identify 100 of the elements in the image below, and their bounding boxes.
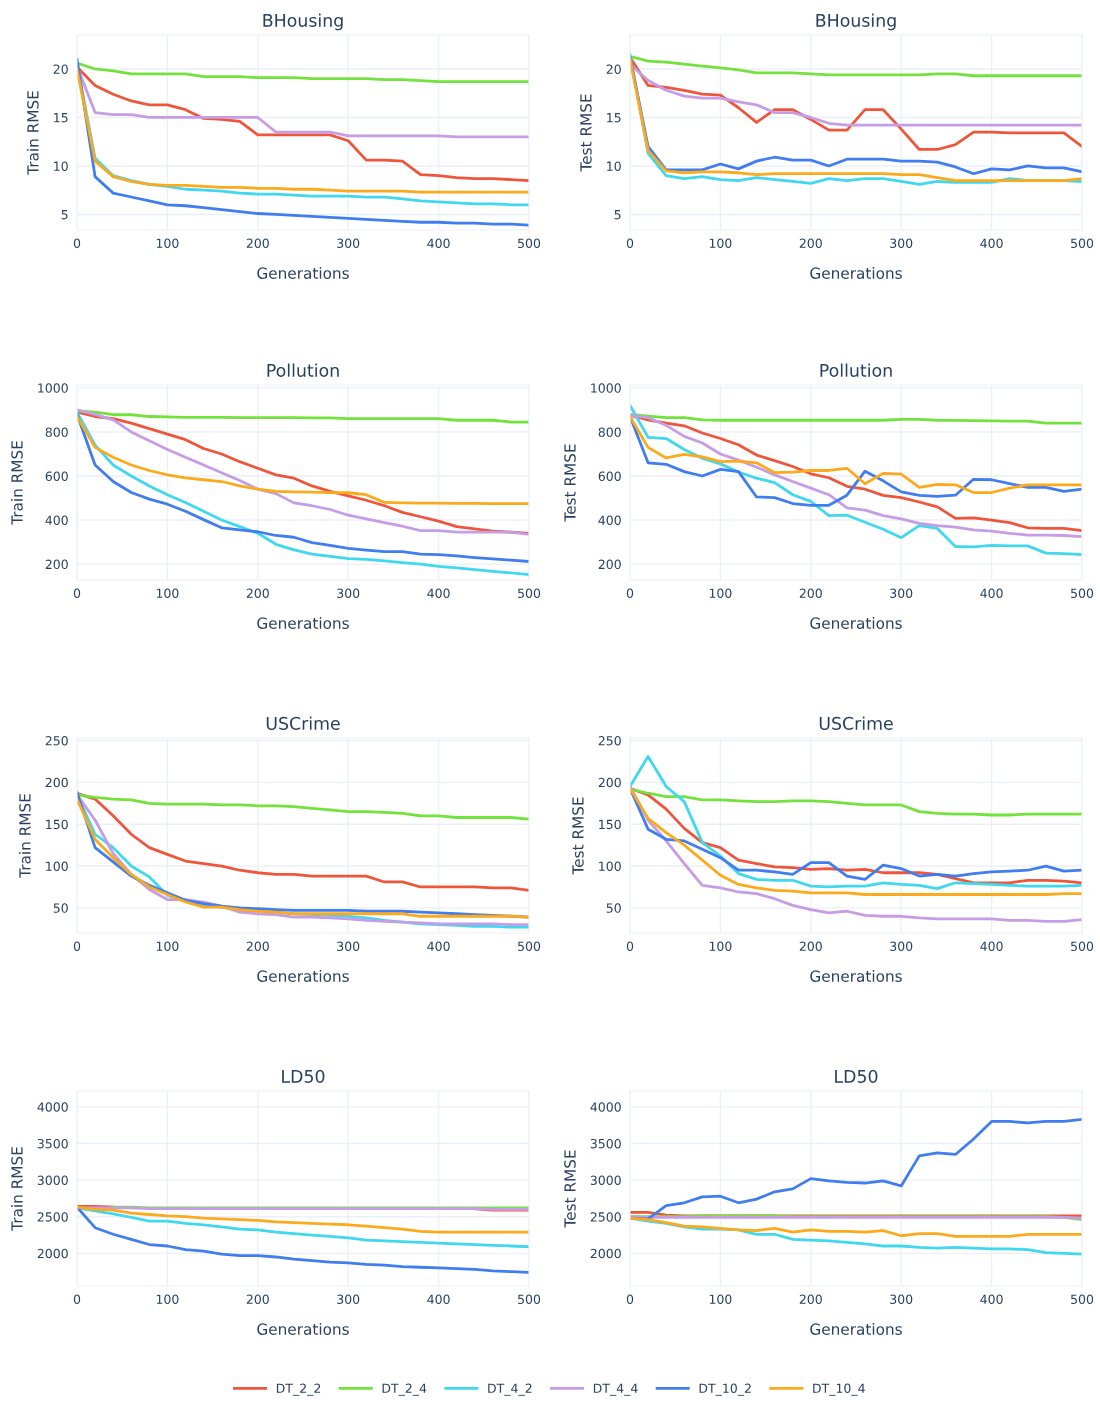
x-tick-label: 400 bbox=[427, 588, 450, 599]
y-axis-title: Train RMSE bbox=[10, 1147, 23, 1231]
y-tick-label: 2000 bbox=[37, 1248, 68, 1259]
y-tick-label: 50 bbox=[53, 903, 68, 913]
line-series bbox=[77, 415, 529, 505]
x-axis-title: Generations bbox=[257, 267, 349, 279]
y-tick-label: 200 bbox=[45, 559, 68, 570]
x-tick-label: 500 bbox=[1071, 941, 1094, 952]
x-tick-label: 100 bbox=[709, 588, 732, 599]
x-axis-title: Generations bbox=[810, 1323, 902, 1335]
y-tick-label: 250 bbox=[45, 735, 68, 746]
x-tick-label: 400 bbox=[980, 1294, 1003, 1305]
y-tick-label: 150 bbox=[599, 819, 621, 830]
x-tick-label: 0 bbox=[626, 588, 634, 599]
y-tick-label: 5 bbox=[61, 210, 68, 220]
y-tick-label: 600 bbox=[45, 471, 68, 481]
x-tick-label: 100 bbox=[709, 941, 732, 952]
legend-label: DT_2_2 bbox=[276, 1383, 321, 1396]
chart-title: Pollution bbox=[820, 363, 892, 377]
x-tick-label: 100 bbox=[156, 588, 179, 599]
y-axis-title: Test RMSE bbox=[564, 1150, 576, 1228]
y-tick-label: 10 bbox=[54, 161, 68, 171]
x-tick-label: 100 bbox=[156, 238, 179, 249]
y-tick-label: 15 bbox=[54, 113, 68, 123]
x-tick-label: 200 bbox=[799, 1294, 822, 1305]
y-axis-title: Test RMSE bbox=[564, 444, 576, 522]
x-axis-title: Generations bbox=[257, 970, 349, 982]
y-tick-label: 2500 bbox=[590, 1212, 621, 1222]
y-tick-label: 150 bbox=[46, 819, 68, 830]
y-tick-label: 400 bbox=[598, 515, 621, 525]
y-tick-label: 50 bbox=[606, 903, 621, 913]
y-axis-title: Train RMSE bbox=[18, 794, 31, 878]
y-tick-label: 800 bbox=[598, 427, 621, 437]
y-tick-label: 4000 bbox=[37, 1102, 68, 1112]
chart-title: LD50 bbox=[282, 1069, 325, 1083]
line-series bbox=[77, 793, 529, 821]
x-tick-label: 0 bbox=[73, 941, 81, 952]
x-tick-label: 400 bbox=[980, 941, 1003, 952]
y-tick-label: 1000 bbox=[38, 383, 68, 393]
x-tick-label: 0 bbox=[73, 1294, 81, 1305]
x-tick-label: 500 bbox=[518, 1294, 541, 1305]
legend-label: DT_4_4 bbox=[593, 1383, 638, 1396]
y-tick-label: 100 bbox=[46, 861, 68, 871]
x-tick-label: 0 bbox=[626, 941, 634, 952]
y-axis-title: Train RMSE bbox=[10, 441, 23, 525]
line-series bbox=[630, 787, 1082, 817]
x-tick-label: 200 bbox=[246, 588, 269, 599]
x-tick-label: 0 bbox=[73, 588, 81, 599]
y-tick-label: 600 bbox=[598, 471, 621, 481]
x-tick-label: 200 bbox=[246, 1294, 269, 1305]
chart-title: USCrime bbox=[819, 716, 893, 730]
x-axis-title: Generations bbox=[257, 617, 349, 629]
x-tick-label: 200 bbox=[799, 238, 822, 249]
x-tick-label: 500 bbox=[518, 238, 541, 249]
x-tick-label: 200 bbox=[246, 941, 269, 952]
y-tick-label: 100 bbox=[599, 861, 621, 871]
chart-title: Pollution bbox=[267, 363, 339, 377]
y-tick-label: 200 bbox=[598, 559, 621, 570]
line-series bbox=[630, 785, 1082, 923]
line-series bbox=[630, 62, 1082, 127]
line-series bbox=[77, 61, 529, 83]
legend-label: DT_4_2 bbox=[488, 1383, 532, 1396]
x-tick-label: 300 bbox=[890, 588, 913, 599]
x-tick-label: 300 bbox=[337, 1294, 360, 1305]
y-axis-title: Test RMSE bbox=[580, 94, 592, 172]
x-tick-label: 400 bbox=[427, 941, 450, 952]
x-axis-title: Generations bbox=[810, 267, 902, 279]
y-tick-label: 3500 bbox=[590, 1138, 621, 1149]
x-tick-label: 0 bbox=[73, 238, 81, 249]
x-tick-label: 500 bbox=[1071, 1294, 1094, 1305]
y-tick-label: 5 bbox=[614, 210, 621, 220]
y-tick-label: 3000 bbox=[590, 1175, 621, 1185]
y-tick-label: 800 bbox=[45, 427, 68, 437]
y-tick-label: 10 bbox=[607, 161, 621, 171]
x-tick-label: 200 bbox=[799, 941, 822, 952]
y-axis-title: Train RMSE bbox=[26, 91, 39, 175]
line-series bbox=[630, 54, 1082, 78]
y-tick-label: 200 bbox=[598, 777, 621, 788]
x-tick-label: 500 bbox=[1071, 238, 1094, 249]
x-tick-label: 300 bbox=[890, 1294, 913, 1305]
line-series bbox=[77, 409, 529, 424]
line-series bbox=[630, 404, 1082, 557]
x-tick-label: 300 bbox=[337, 941, 360, 952]
chart-title: BHousing bbox=[816, 13, 896, 31]
x-tick-label: 300 bbox=[337, 238, 360, 249]
x-tick-label: 400 bbox=[427, 1294, 450, 1305]
line-series bbox=[630, 1216, 1082, 1238]
y-tick-label: 15 bbox=[607, 113, 621, 123]
x-tick-label: 0 bbox=[626, 1294, 634, 1305]
line-series bbox=[630, 755, 1082, 891]
x-tick-label: 200 bbox=[246, 238, 269, 249]
x-tick-label: 500 bbox=[1071, 588, 1094, 599]
chart-title: LD50 bbox=[835, 1069, 878, 1083]
x-tick-label: 400 bbox=[980, 588, 1003, 599]
y-tick-label: 400 bbox=[45, 515, 68, 525]
x-axis-title: Generations bbox=[810, 617, 902, 629]
x-tick-label: 100 bbox=[156, 941, 179, 952]
legend-label: DT_10_2 bbox=[699, 1383, 751, 1396]
x-tick-label: 500 bbox=[518, 941, 541, 952]
y-tick-label: 200 bbox=[45, 777, 68, 788]
